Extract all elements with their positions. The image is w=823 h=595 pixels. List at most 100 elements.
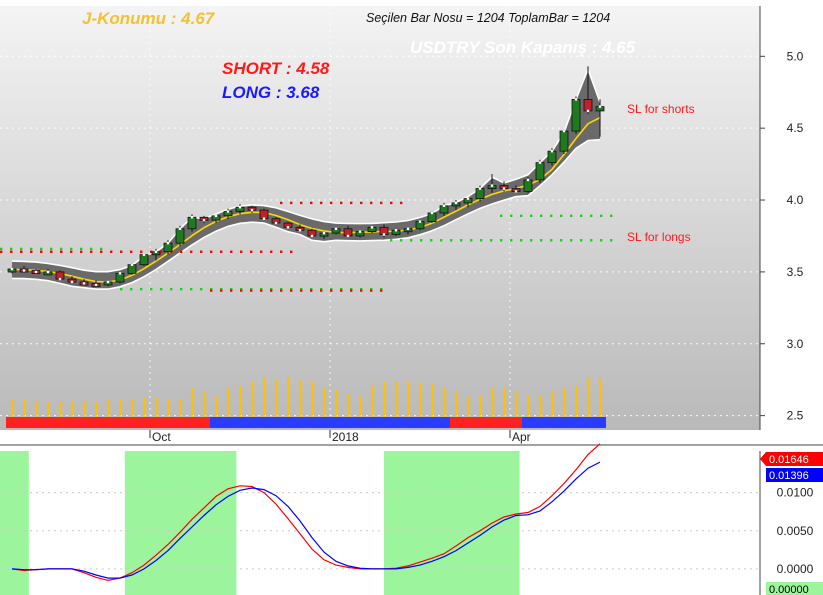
- candle-close-marker: [394, 229, 398, 232]
- long-stop-dot: [170, 287, 173, 291]
- long-stop-dot: [280, 287, 283, 291]
- direction-strip-segment: [522, 417, 534, 428]
- long-stop-dot: [520, 214, 523, 218]
- price-pane: J-Konumu : 4.67 Seçilen Bar Nosu = 1204 …: [0, 6, 760, 430]
- candle-close-marker: [466, 197, 470, 200]
- oscillator-green-zones: [0, 451, 520, 595]
- volume-bar: [227, 388, 229, 417]
- short-stop-dot: [330, 201, 333, 205]
- oscillator-marker-label: 0.01646: [769, 454, 809, 466]
- candle-close-marker: [166, 241, 170, 245]
- volume-bar: [239, 385, 241, 417]
- candle-close-marker: [430, 211, 434, 215]
- candle-close-marker: [418, 220, 422, 223]
- price-tick-label: 4.5: [787, 121, 804, 135]
- candle-close-marker: [214, 214, 218, 218]
- candle-close-marker: [310, 234, 314, 238]
- candle-close-marker: [454, 201, 458, 205]
- candle-close-marker: [442, 204, 446, 207]
- short-stop-dot: [210, 250, 213, 253]
- short-stop-dot: [210, 289, 213, 292]
- direction-strip-segment: [390, 417, 402, 428]
- candle-close-marker: [130, 263, 134, 266]
- direction-strip-segment: [186, 417, 198, 428]
- long-stop-dot: [310, 287, 313, 291]
- direction-strip-segment: [198, 417, 210, 428]
- long-stop-dot: [440, 239, 443, 242]
- volume-bar: [575, 385, 577, 417]
- candle-close-marker: [538, 161, 542, 164]
- long-stop-dot: [100, 247, 103, 251]
- candle-body: [475, 188, 485, 199]
- short-stop-dot: [360, 289, 363, 292]
- candle-body: [187, 216, 197, 230]
- long-stop-dot: [210, 287, 213, 291]
- oscillator-tick-label: 0.0100: [777, 486, 814, 500]
- oscillator-tick-label: 0.0000: [777, 562, 814, 576]
- direction-strip-segment: [282, 417, 294, 428]
- volume-bar: [551, 392, 553, 417]
- candle-close-marker: [598, 105, 602, 108]
- direction-strip-segment: [102, 417, 114, 428]
- candle-close-marker: [226, 210, 230, 213]
- short-stop-dot: [110, 250, 113, 253]
- volume-bar: [215, 395, 217, 417]
- short-stop-dot: [240, 289, 243, 292]
- short-stop-dot: [350, 201, 353, 205]
- long-stop-dot: [510, 239, 513, 242]
- volume-bar: [287, 377, 289, 417]
- price-tick-label: 3.0: [787, 337, 804, 351]
- volume-bar: [251, 381, 253, 417]
- volume-bar: [563, 388, 565, 417]
- direction-strip-segment: [546, 417, 558, 428]
- long-stop-dot: [0, 247, 3, 251]
- long-stop-dot: [320, 287, 323, 291]
- long-stop-dot: [160, 287, 163, 291]
- short-stop-dot: [270, 250, 273, 253]
- long-stop-dot: [580, 214, 583, 218]
- volume-bar: [203, 391, 205, 417]
- oscillator-green-zone: [0, 451, 29, 595]
- bar-info-label: Seçilen Bar Nosu = 1204 ToplamBar = 1204: [366, 11, 610, 25]
- oscillator-pane: 0.0100 0.0050 0.0000 0.01646 0.01396 0.00000: [0, 443, 823, 595]
- sl-shorts-label: SL for shorts: [627, 102, 695, 116]
- long-stop-dot: [390, 239, 393, 242]
- candle-close-marker: [382, 233, 386, 236]
- candle-close-marker: [586, 109, 590, 113]
- volume-bar: [599, 378, 601, 417]
- oscillator-marker-pointer: [760, 452, 766, 466]
- direction-strip-segment: [558, 417, 570, 428]
- short-stop-dot: [40, 250, 43, 253]
- long-stop-dot: [10, 247, 13, 251]
- long-stop-dot: [220, 287, 223, 291]
- candle-close-marker: [526, 178, 530, 182]
- volume-bar: [419, 382, 421, 417]
- short-stop-dot: [350, 289, 353, 292]
- long-stop-dot: [230, 287, 233, 291]
- long-stop-dot: [360, 287, 363, 291]
- volume-bar: [143, 397, 145, 417]
- candle-close-marker: [190, 216, 194, 219]
- last-close-label: USDTRY Son Kapanış : 4.65: [410, 38, 636, 57]
- oscillator-tick-labels: 0.0100 0.0050 0.0000: [777, 486, 814, 576]
- short-stop-dot: [310, 289, 313, 292]
- volume-bars: [11, 377, 601, 417]
- direction-strip-segment: [294, 417, 306, 428]
- volume-bar: [383, 381, 385, 417]
- direction-strip-segment: [90, 417, 102, 428]
- volume-bar: [59, 401, 61, 417]
- volume-bar: [323, 388, 325, 417]
- short-stop-dot: [220, 289, 223, 292]
- short-stop-dot: [300, 201, 303, 205]
- volume-bar: [311, 381, 313, 417]
- band-lower-line: [11, 138, 601, 290]
- long-stop-dot: [590, 239, 593, 242]
- candle-close-marker: [562, 129, 566, 133]
- short-stop-dot: [50, 250, 53, 253]
- long-stop-dot: [250, 287, 253, 291]
- short-stop-dot: [30, 250, 33, 253]
- candle-body: [547, 150, 557, 164]
- direction-strip-segment: [126, 417, 138, 428]
- long-stop-dot: [490, 239, 493, 242]
- long-stop-dot: [560, 239, 563, 242]
